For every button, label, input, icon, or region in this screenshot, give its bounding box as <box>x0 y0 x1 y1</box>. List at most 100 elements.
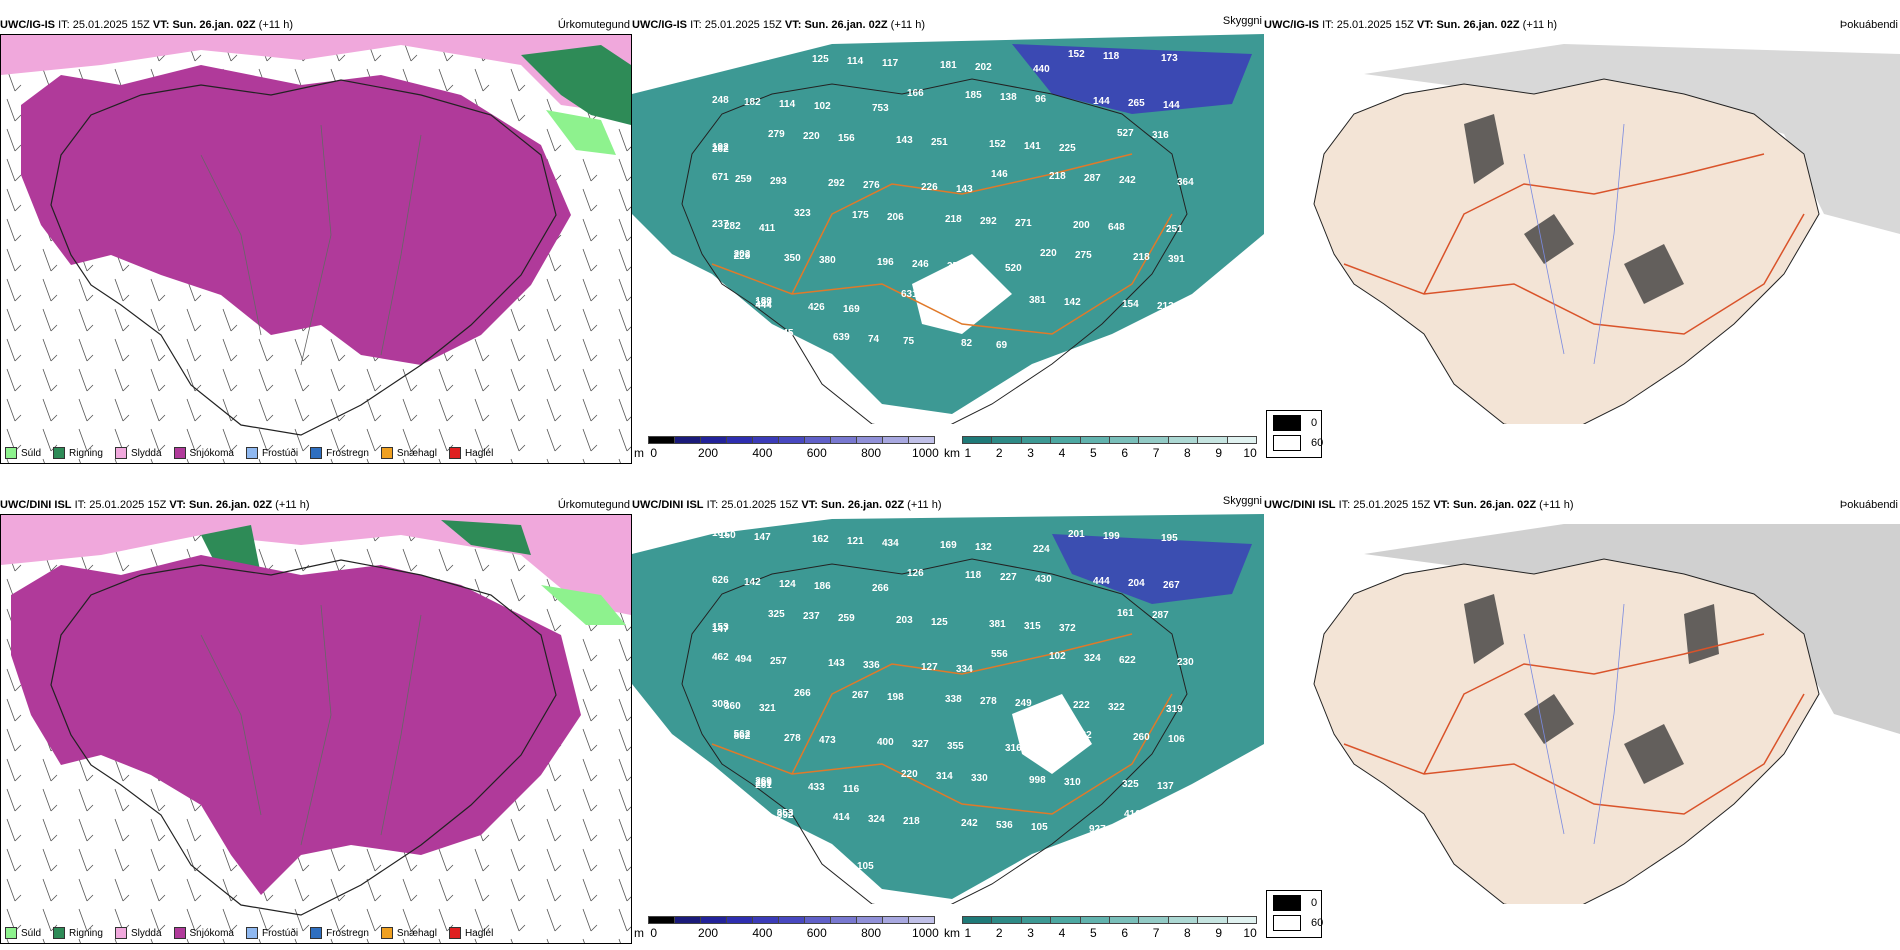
visibility-value-label: 314 <box>936 771 953 782</box>
visibility-value-label: 323 <box>794 208 811 219</box>
fog-legend-row: 0 <box>1273 415 1317 431</box>
visibility-value-label: 259 <box>735 174 752 185</box>
colorbar-segment <box>778 916 805 924</box>
visibility-value-label: 360 <box>724 701 741 712</box>
legend-swatch <box>380 927 393 939</box>
colorbar-segment <box>804 916 831 924</box>
visibility-value-label: 218 <box>945 214 962 225</box>
visibility-value-label: 162 <box>812 534 829 545</box>
fog-legend: 0 60 <box>1266 410 1323 458</box>
colorbar-tick: 1 <box>964 926 972 940</box>
colorbar-tick: 0 <box>650 446 658 460</box>
colorbar-segment <box>1167 436 1199 444</box>
visibility-value-label: 391 <box>1168 254 1185 265</box>
visibility-value-label: 102 <box>1049 651 1066 662</box>
colorbar-tick: 800 <box>861 446 882 460</box>
visibility-value-label: 998 <box>1029 775 1046 786</box>
colorbar-tick: 3 <box>1027 446 1034 460</box>
visibility-value-label: 259 <box>838 613 855 624</box>
visibility-value-label: 173 <box>1161 53 1178 64</box>
visibility-value-label: 248 <box>1182 811 1199 822</box>
panel-header: UWC/IG-IS IT: 25.01.2025 15Z VT: Sun. 26… <box>1264 16 1900 34</box>
iceland-land <box>1313 78 1820 424</box>
visibility-value-label: 325 <box>768 609 785 620</box>
iceland-coastline <box>50 79 557 436</box>
iceland-coastline <box>681 78 1188 424</box>
visibility-value-label: 292 <box>980 216 997 227</box>
visibility-value-label: 753 <box>872 103 889 114</box>
visibility-value-label: 124 <box>779 579 796 590</box>
dense-fog-cores <box>1464 594 1719 784</box>
legend-item: Frostregn <box>310 447 369 459</box>
visibility-value-label: 144 <box>798 853 815 864</box>
colorbar-tick: 5 <box>1089 446 1097 460</box>
drizzle-area <box>541 585 626 625</box>
panel-title: Skyggni <box>1222 495 1262 507</box>
visibility-value-label: 75 <box>903 336 915 347</box>
legend-swatch <box>53 447 66 459</box>
visibility-value-label: 292 <box>828 178 845 189</box>
legend-label: Frostúði <box>261 927 299 939</box>
colorbar-tick: 4 <box>1058 446 1066 460</box>
visibility-value-label: 372 <box>936 291 953 302</box>
legend-swatch <box>114 927 127 939</box>
visibility-value-label: 196 <box>877 257 894 268</box>
colorbar-segment <box>1138 916 1169 924</box>
visibility-value-label: 556 <box>991 649 1008 660</box>
visibility-value-label: 372 <box>1059 623 1076 634</box>
visibility-value-label: 116 <box>843 784 860 795</box>
legend-swatch <box>448 447 461 459</box>
visibility-value-label: 622 <box>1119 655 1136 666</box>
visibility-value-label: 251 <box>1166 224 1183 235</box>
visibility-field <box>632 514 1264 899</box>
visibility-value-label: 355 <box>947 741 964 752</box>
vt-value: Sun. 26.jan. 02Z <box>188 499 273 511</box>
visibility-value-label: 152 <box>989 139 1006 150</box>
visibility-value-label: 324 <box>1084 653 1101 664</box>
legend-label: Frostregn <box>326 447 369 459</box>
panel-header: UWC/DINI ISL IT: 25.01.2025 15Z VT: Sun.… <box>0 496 632 514</box>
visibility-value-label: 105 <box>857 861 874 872</box>
visibility-value-label: 426 <box>808 302 825 313</box>
legend-item: Snjókoma <box>173 447 234 459</box>
legend-label: Haglél <box>464 927 494 939</box>
it-label: IT: <box>58 19 70 31</box>
visibility-value-label: 316 <box>1005 743 1022 754</box>
visibility-value-label: 434 <box>882 538 899 549</box>
colorbar-tick: 2 <box>995 926 1003 940</box>
colorbar-tick: 1000 <box>912 446 939 460</box>
vt-label: VT: <box>169 499 186 511</box>
it-value: 25.01.2025 15Z <box>89 499 167 511</box>
visibility-value-label: 106 <box>1168 734 1185 745</box>
colorbar-tick: 1000 <box>912 926 939 940</box>
visibility-value-label: 276 <box>863 180 880 191</box>
rivers <box>1523 603 1625 845</box>
visibility-value-label: 282 <box>724 221 741 232</box>
visibility-value-label: 127 <box>921 662 938 673</box>
visibility-value-label: 141 <box>798 855 815 866</box>
visibility-value-label: 142 <box>744 577 761 588</box>
visibility-value-label: 185 <box>965 90 982 101</box>
legend-label: Frostregn <box>326 927 369 939</box>
legend-label: Snjókoma <box>189 447 234 459</box>
colorbar-segment <box>752 916 779 924</box>
colorbar-segment <box>1109 436 1140 444</box>
panel-title: Úrkomutegund <box>557 499 630 511</box>
colorbar-segment <box>882 436 909 444</box>
visibility-value-label: 141 <box>1024 141 1041 152</box>
it-value: 25.01.2025 15Z <box>721 499 799 511</box>
fog-legend-row: 0 <box>1273 895 1317 911</box>
visibility-value-label: 266 <box>872 583 889 594</box>
visibility-value-label: 156 <box>838 133 855 144</box>
visibility-value-label: 212 <box>1157 301 1174 312</box>
visibility-value-label: 82 <box>961 338 973 349</box>
visibility-value-label: 200 <box>1073 220 1090 231</box>
visibility-value-label: 267 <box>852 690 869 701</box>
visibility-panel: UWC/IG-IS IT: 25.01.2025 15Z VT: Sun. 26… <box>632 15 1264 464</box>
visibility-value-label: 278 <box>980 696 997 707</box>
panel-title: Þokuábendi <box>1839 19 1898 31</box>
visibility-field <box>632 34 1264 414</box>
colorbar-segment <box>962 916 993 924</box>
visibility-value-label: 440 <box>1033 64 1050 75</box>
